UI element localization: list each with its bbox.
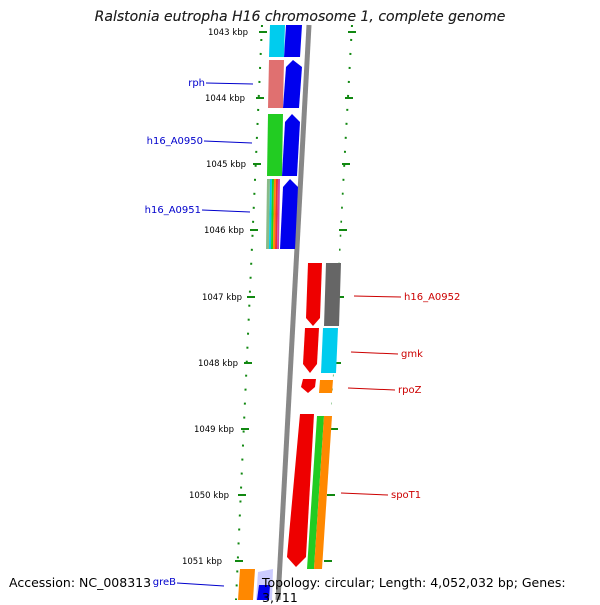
gene-label-h16_A0950[interactable]: h16_A0950 <box>147 136 203 147</box>
kbp-label: 1050 kbp <box>189 491 229 501</box>
gene-label-rph[interactable]: rph <box>188 78 205 89</box>
gene-label-spoT1[interactable]: spoT1 <box>391 490 421 501</box>
kbp-label: 1047 kbp <box>202 293 242 303</box>
gene-h16_A0952-block <box>324 263 341 326</box>
leader-line-h16_A0951 <box>201 209 251 213</box>
kbp-label: 1043 kbp <box>208 28 248 38</box>
leader-line-h16_A0952 <box>353 295 402 298</box>
gene-block <box>284 25 302 57</box>
gene-rph-arrow <box>283 60 302 108</box>
leader-line-h16_A0950 <box>203 140 253 144</box>
gene-h16_A0952-arrow <box>306 263 322 326</box>
right-gene-labels: h16_A0952 gmk rpoZ spoT1 <box>340 292 460 501</box>
gene-rpoZ-block <box>319 380 333 393</box>
leader-line-rph <box>205 82 254 85</box>
map-title: Ralstonia eutropha H16 chromosome 1, com… <box>94 9 506 25</box>
gene-h16_A0951-arrow <box>280 179 298 249</box>
accession-text: Accession: NC_008313 <box>9 575 152 590</box>
gene-spoT1-green <box>307 416 324 569</box>
right-strand-genes <box>238 263 341 600</box>
kbp-label: 1046 kbp <box>204 226 244 236</box>
gene-label-gmk[interactable]: gmk <box>401 349 423 360</box>
gene-spoT1-orange <box>314 416 332 569</box>
leader-line-gmk <box>350 351 399 355</box>
gene-label-greB[interactable]: greB <box>153 577 176 588</box>
gene-h16_A0950-block <box>267 114 283 176</box>
gene-block <box>257 585 270 600</box>
gene-label-rpoZ[interactable]: rpoZ <box>398 385 422 396</box>
gene-block <box>269 25 285 57</box>
gene-rph-block <box>268 60 284 108</box>
gene-gmk-arrow <box>303 328 319 373</box>
gene-label-h16_A0952[interactable]: h16_A0952 <box>404 292 460 303</box>
kbp-label: 1051 kbp <box>182 557 222 567</box>
gene-greB-block <box>238 569 255 600</box>
kbp-label: 1045 kbp <box>206 160 246 170</box>
genome-summary-text: Topology: circular; Length: 4,052,032 bp… <box>262 575 566 605</box>
gene-h16_A0951-stripes <box>266 179 280 249</box>
kbp-label: 1044 kbp <box>205 94 245 104</box>
kbp-label: 1049 kbp <box>194 425 234 435</box>
leader-line-rpoZ <box>347 387 396 391</box>
left-strand-genes <box>266 25 302 249</box>
gene-spoT1-arrow <box>287 414 314 567</box>
kbp-label: 1048 kbp <box>198 359 238 369</box>
left-gene-labels: rph h16_A0950 h16_A0951 greB <box>145 78 254 588</box>
gene-rpoZ-arrow <box>301 379 316 393</box>
gene-h16_A0950-arrow <box>282 114 300 176</box>
chromosome-backbone <box>275 24 312 600</box>
map-title: Ralstonia eutropha H16 chromosome 1, com… <box>94 9 506 25</box>
gene-gmk-block <box>321 328 338 373</box>
gene-label-h16_A0951[interactable]: h16_A0951 <box>145 205 201 216</box>
leader-line-greB <box>176 582 225 587</box>
leader-line-spoT1 <box>340 492 389 496</box>
